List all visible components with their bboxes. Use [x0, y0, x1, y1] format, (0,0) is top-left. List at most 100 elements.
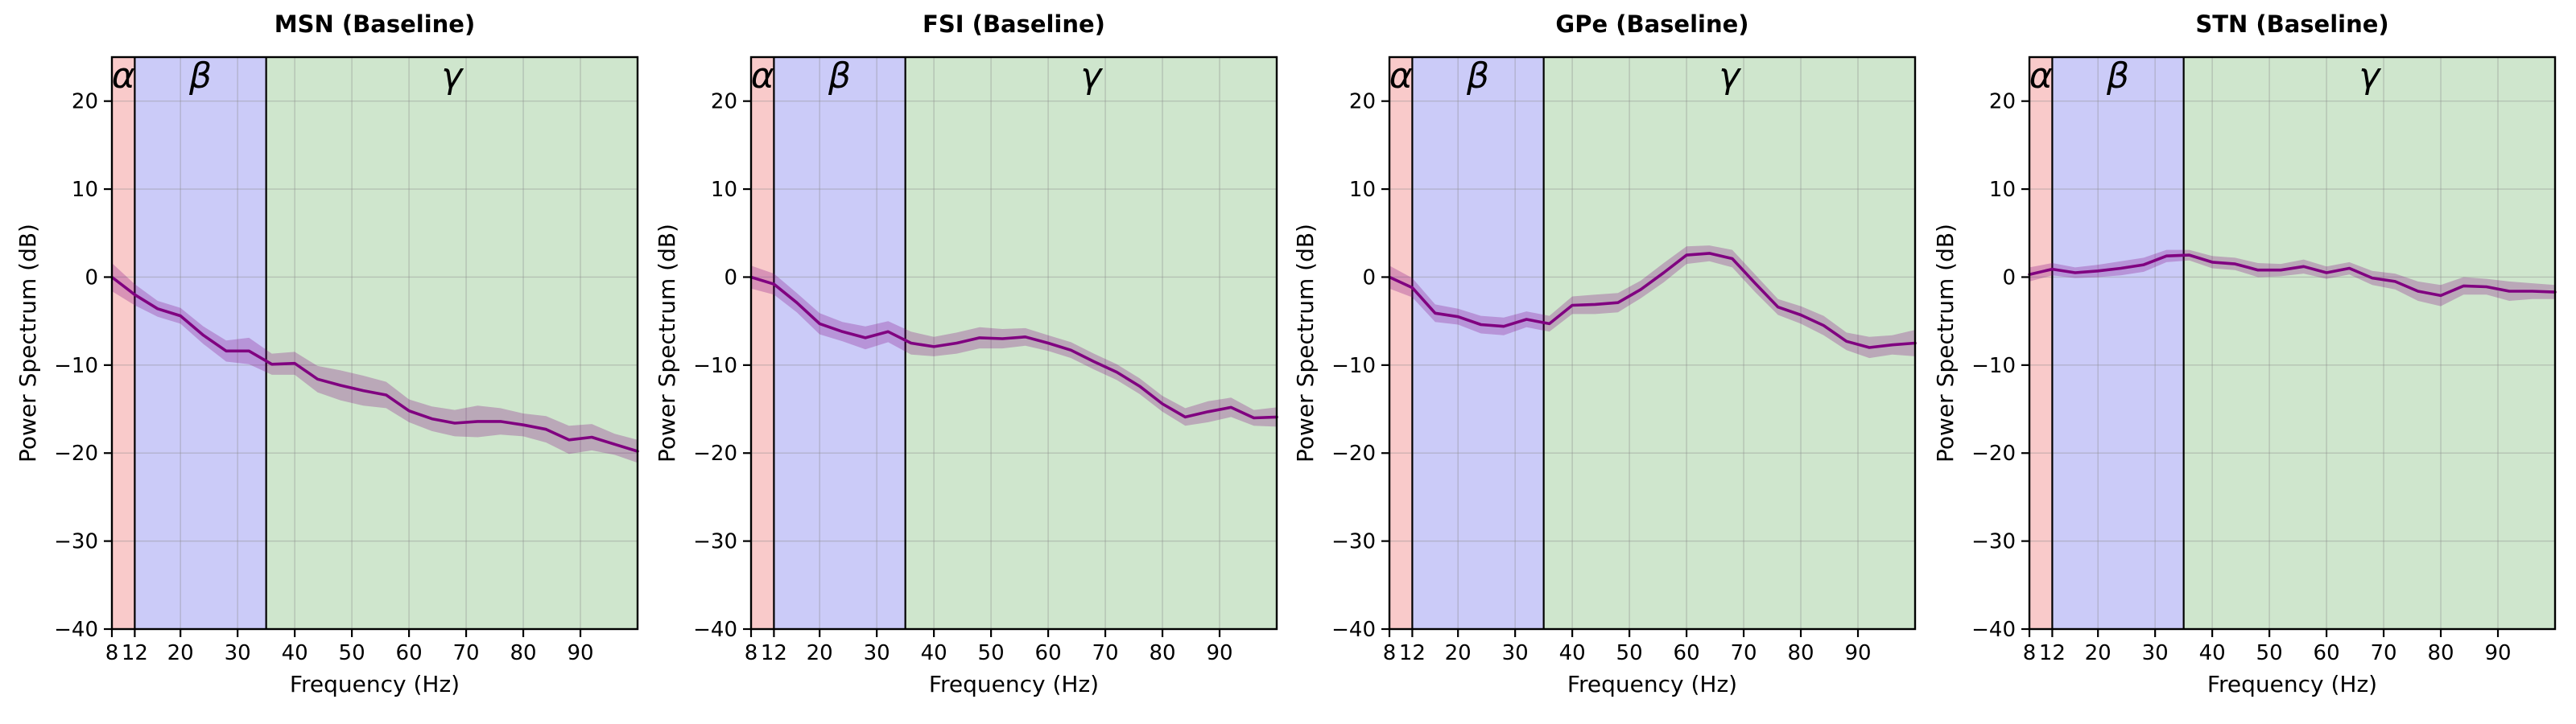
x-tick-label: 90: [2484, 641, 2511, 665]
x-tick-label: 60: [1674, 641, 1700, 665]
x-tick-label: 40: [282, 641, 308, 665]
panel-msn: 8 12 20 30 40 50 60 70 80 90 20 10 0 −10 −20 −30 −40 α β γM…: [14, 10, 639, 697]
x-tick-label: 70: [453, 641, 480, 665]
x-tick-label: 50: [2256, 641, 2283, 665]
y-axis-label: Power Spectrum (dB): [1932, 224, 1959, 463]
plot-frame: [1388, 56, 1917, 631]
band-label-beta: β: [828, 56, 851, 97]
band-label-beta: β: [2106, 56, 2129, 97]
psd-curve: [749, 275, 1278, 420]
y-tick-label: 20: [1989, 90, 2016, 114]
alpha-band: [112, 57, 135, 629]
x-tick-label: 90: [1206, 641, 1232, 665]
alpha-band: [1389, 57, 1413, 629]
y-tick-label: −10: [54, 354, 98, 378]
x-axis-label: Frequency (Hz): [929, 671, 1099, 697]
x-tick-label: 20: [2085, 641, 2112, 665]
x-tick-label: 80: [1149, 641, 1175, 665]
band-label-beta: β: [188, 56, 212, 97]
beta-band: [1412, 57, 1544, 629]
panel-gpe: 8 12 20 30 40 50 60 70 80 90 20 10 0 −10 −20 −30 −40 α β γG…: [1292, 10, 1917, 697]
beta-band: [134, 57, 266, 629]
x-tick-label: 90: [567, 641, 593, 665]
x-tick-label: 70: [1092, 641, 1119, 665]
x-axis-label: Frequency (Hz): [1567, 671, 1737, 697]
confidence-band: [112, 263, 638, 463]
x-axis-label: Frequency (Hz): [2207, 671, 2377, 697]
x-tick-label: 50: [978, 641, 1005, 665]
x-tick-label: 30: [864, 641, 890, 665]
y-tick-label: −40: [693, 618, 737, 642]
y-tick-label: 10: [1349, 178, 1376, 202]
x-tick-label: 20: [1445, 641, 1472, 665]
x-tick-label: 70: [1731, 641, 1757, 665]
x-axis-label: Frequency (Hz): [290, 671, 460, 697]
y-tick-label: −30: [693, 530, 737, 554]
x-tick-label: 12: [122, 641, 148, 665]
x-tick-label: 70: [2371, 641, 2397, 665]
alpha-band: [751, 57, 774, 629]
x-tick-label: 60: [396, 641, 423, 665]
y-tick-label: 10: [1989, 178, 2016, 202]
x-tick-label: 50: [1616, 641, 1643, 665]
band-label-alpha: α: [1389, 56, 1413, 97]
x-tick-label: 60: [2314, 641, 2340, 665]
y-tick-label: −30: [1971, 530, 2016, 554]
y-tick-label: 0: [724, 265, 737, 290]
x-tick-label: 20: [807, 641, 833, 665]
beta-band: [2052, 57, 2184, 629]
y-tick-label: 20: [711, 90, 737, 114]
panel-title: MSN (Baseline): [275, 10, 475, 38]
y-tick-label: 0: [1362, 265, 1376, 290]
y-tick-label: 20: [72, 90, 98, 114]
x-tick-label: 40: [921, 641, 947, 665]
gamma-band: [905, 57, 1277, 629]
psd-curve: [1388, 252, 1917, 349]
x-tick-label: 60: [1035, 641, 1062, 665]
x-tick-label: 8: [745, 641, 758, 665]
y-tick-label: 0: [85, 265, 98, 290]
band-label-beta: β: [1466, 56, 1489, 97]
y-tick-label: −10: [693, 354, 737, 378]
band-label-gamma: γ: [1719, 56, 1741, 97]
panel-title: GPe (Baseline): [1555, 10, 1748, 38]
gamma-band: [2183, 57, 2555, 629]
band-label-alpha: α: [751, 56, 774, 97]
x-tick-label: 8: [1383, 641, 1397, 665]
band-label-alpha: α: [112, 56, 135, 97]
x-tick-label: 90: [1844, 641, 1871, 665]
x-tick-label: 20: [167, 641, 194, 665]
x-tick-label: 80: [510, 641, 536, 665]
x-tick-label: 12: [761, 641, 787, 665]
y-tick-label: 0: [2002, 265, 2016, 290]
confidence-band: [751, 265, 1277, 427]
y-tick-label: −20: [1971, 442, 2016, 466]
y-tick-label: −20: [54, 442, 98, 466]
x-tick-label: 80: [2427, 641, 2454, 665]
y-tick-label: −20: [1331, 442, 1376, 466]
y-tick-label: −40: [1331, 618, 1376, 642]
band-label-gamma: γ: [1080, 56, 1103, 97]
x-tick-label: 40: [1559, 641, 1586, 665]
gamma-band: [266, 57, 638, 629]
y-tick-label: −30: [1331, 530, 1376, 554]
psd-curve: [2028, 253, 2557, 298]
y-axis-label: Power Spectrum (dB): [1292, 224, 1319, 463]
x-tick-label: 50: [339, 641, 365, 665]
y-tick-label: −30: [54, 530, 98, 554]
y-tick-label: −40: [1971, 618, 2016, 642]
y-tick-label: 10: [711, 178, 737, 202]
x-tick-label: 80: [1787, 641, 1814, 665]
x-tick-label: 30: [2142, 641, 2169, 665]
psd-curve: [110, 275, 639, 453]
y-tick-label: −10: [1971, 354, 2016, 378]
band-label-gamma: γ: [2359, 56, 2381, 97]
x-tick-label: 8: [2023, 641, 2037, 665]
y-axis-label: Power Spectrum (dB): [654, 224, 680, 463]
y-tick-label: 10: [72, 178, 98, 202]
x-tick-label: 30: [1502, 641, 1529, 665]
x-tick-label: 12: [2039, 641, 2066, 665]
y-axis-label: Power Spectrum (dB): [14, 224, 41, 463]
